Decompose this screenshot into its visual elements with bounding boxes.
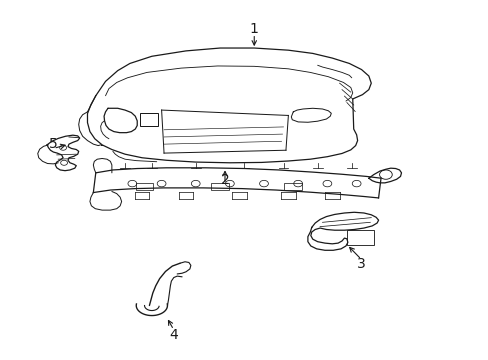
Bar: [346, 230, 373, 244]
Bar: [211, 183, 228, 190]
Bar: [284, 183, 302, 190]
Text: 2: 2: [220, 173, 229, 187]
Text: 1: 1: [249, 22, 258, 36]
Text: 3: 3: [356, 257, 365, 271]
Text: 4: 4: [169, 328, 178, 342]
Bar: [136, 183, 153, 190]
Text: 5: 5: [49, 137, 58, 151]
